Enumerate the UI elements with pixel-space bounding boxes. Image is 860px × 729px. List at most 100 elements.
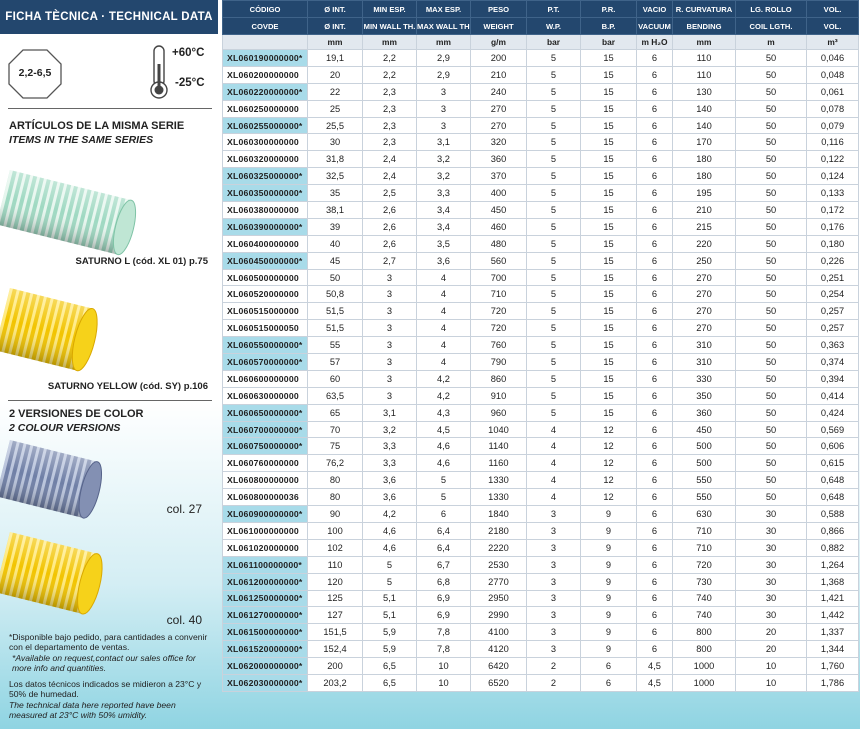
data-cell: 5 xyxy=(526,234,581,253)
note: Los datos técnicos indicados se midieron… xyxy=(9,679,202,700)
data-cell: 63,5 xyxy=(307,386,363,405)
data-cell: 210 xyxy=(672,201,736,219)
code-cell: XL060750000000* xyxy=(222,437,308,456)
data-cell: 3,6 xyxy=(362,488,417,507)
data-cell: 5 xyxy=(526,150,581,169)
data-cell: 50 xyxy=(735,251,807,270)
header-row: CÓDIGO Ø INT. MIN ESP. MAX ESP. PESO P.T. P.R.… xyxy=(222,0,859,18)
data-cell: 1330 xyxy=(470,471,527,490)
data-cell: 0,615 xyxy=(806,454,859,473)
data-cell: 0,606 xyxy=(806,437,859,456)
data-cell: 0,866 xyxy=(806,521,859,540)
data-cell: 3 xyxy=(526,606,581,625)
data-row: XL061250000000* 125 5,1 6,9 2950 3 9 6 740 30 1,42… xyxy=(222,589,859,608)
data-row: XL060190000000* 19,1 2,2 2,9 200 5 15 6 110 50 0,0… xyxy=(222,49,859,67)
data-cell: 2,7 xyxy=(362,251,417,270)
data-cell: 50 xyxy=(735,454,807,473)
data-row: XL060520000000 50,8 3 4 710 5 15 6 270 50 0,254 xyxy=(222,285,859,304)
data-cell: 15 xyxy=(580,99,637,118)
header-cell: VACIO xyxy=(636,0,673,18)
data-cell: 500 xyxy=(672,454,736,473)
data-cell: 6,4 xyxy=(416,538,471,557)
data-cell: 6 xyxy=(636,538,673,557)
data-cell: 0,257 xyxy=(806,302,859,321)
data-cell: 180 xyxy=(672,167,736,186)
data-cell: 5,1 xyxy=(362,589,417,608)
code-cell: XL060630000000 xyxy=(222,386,308,405)
data-cell: 51,5 xyxy=(307,319,363,338)
data-cell: 0,882 xyxy=(806,538,859,557)
code-cell: XL060520000000 xyxy=(222,285,308,304)
data-cell: 3 xyxy=(526,505,581,523)
data-cell: 3 xyxy=(362,302,417,321)
data-cell: 195 xyxy=(672,184,736,203)
data-cell: 51,5 xyxy=(307,302,363,321)
data-cell: 3,1 xyxy=(416,133,471,152)
color-label: col. 40 xyxy=(166,613,202,627)
data-cell: 2990 xyxy=(470,606,527,625)
header-cell: P.T. xyxy=(526,0,581,18)
temp-max: +60°C xyxy=(172,47,204,59)
code-cell: XL060650000000* xyxy=(222,403,308,422)
data-cell: 0,176 xyxy=(806,217,859,236)
data-cell: 450 xyxy=(470,201,527,219)
data-cell: 102 xyxy=(307,538,363,557)
data-cell: 15 xyxy=(580,150,637,169)
data-cell: 32,5 xyxy=(307,167,363,186)
code-cell: XL060600000000 xyxy=(222,369,308,388)
data-cell: 6 xyxy=(636,49,673,67)
data-row: XL060630000000 63,5 3 4,2 910 5 15 6 350 50 0,414 xyxy=(222,386,859,405)
data-cell: 0,424 xyxy=(806,403,859,422)
data-cell: 6 xyxy=(636,437,673,456)
data-cell: 310 xyxy=(672,336,736,355)
data-cell: 1,786 xyxy=(806,673,859,692)
data-cell: 15 xyxy=(580,133,637,152)
data-cell: 0,122 xyxy=(806,150,859,169)
code-cell: XL061500000000* xyxy=(222,623,308,642)
data-cell: 310 xyxy=(672,353,736,371)
data-cell: 5 xyxy=(526,302,581,321)
data-cell: 5 xyxy=(526,369,581,388)
data-cell: 50 xyxy=(307,268,363,287)
data-cell: 31,8 xyxy=(307,150,363,169)
data-row: XL061520000000* 152,4 5,9 7,8 4120 3 9 6 800 20 1,… xyxy=(222,640,859,659)
data-cell: 6 xyxy=(636,251,673,270)
data-cell: 720 xyxy=(672,555,736,574)
data-cell: 0,394 xyxy=(806,369,859,388)
data-cell: 2180 xyxy=(470,521,527,540)
data-cell: 50 xyxy=(735,49,807,67)
data-cell: 50 xyxy=(735,217,807,236)
data-cell: 50 xyxy=(735,386,807,405)
data-cell: 0,414 xyxy=(806,386,859,405)
data-cell: 3,4 xyxy=(416,201,471,219)
data-cell: 5 xyxy=(526,336,581,355)
units-cell: m H₂O xyxy=(636,34,673,50)
data-cell: 6 xyxy=(416,505,471,523)
data-cell: 3,1 xyxy=(362,403,417,422)
data-cell: 5 xyxy=(526,201,581,219)
badge: 2,2-6,5 xyxy=(19,67,52,79)
data-cell: 50,8 xyxy=(307,285,363,304)
data-cell: 1330 xyxy=(470,488,527,507)
units-cell: g/m xyxy=(470,34,527,50)
data-row: XL060750000000* 75 3,3 4,6 1140 4 12 6 500 50 0,60… xyxy=(222,437,859,456)
data-cell: 400 xyxy=(470,184,527,203)
units-cell: mm xyxy=(416,34,471,50)
data-cell: 15 xyxy=(580,369,637,388)
data-cell: 800 xyxy=(672,623,736,642)
data-cell: 4,6 xyxy=(362,538,417,557)
header-cell: MIN ESP. xyxy=(362,0,417,18)
data-cell: 270 xyxy=(470,99,527,118)
data-cell: 5 xyxy=(526,268,581,287)
data-cell: 15 xyxy=(580,319,637,338)
data-cell: 270 xyxy=(672,285,736,304)
units-cell: m xyxy=(735,34,807,50)
data-cell: 560 xyxy=(470,251,527,270)
data-cell: 6 xyxy=(636,82,673,101)
data-cell: 4,5 xyxy=(636,673,673,692)
data-cell: 10 xyxy=(416,673,471,692)
data-cell: 4 xyxy=(526,437,581,456)
data-cell: 80 xyxy=(307,488,363,507)
data-cell: 6 xyxy=(636,167,673,186)
data-cell: 3,4 xyxy=(416,217,471,236)
